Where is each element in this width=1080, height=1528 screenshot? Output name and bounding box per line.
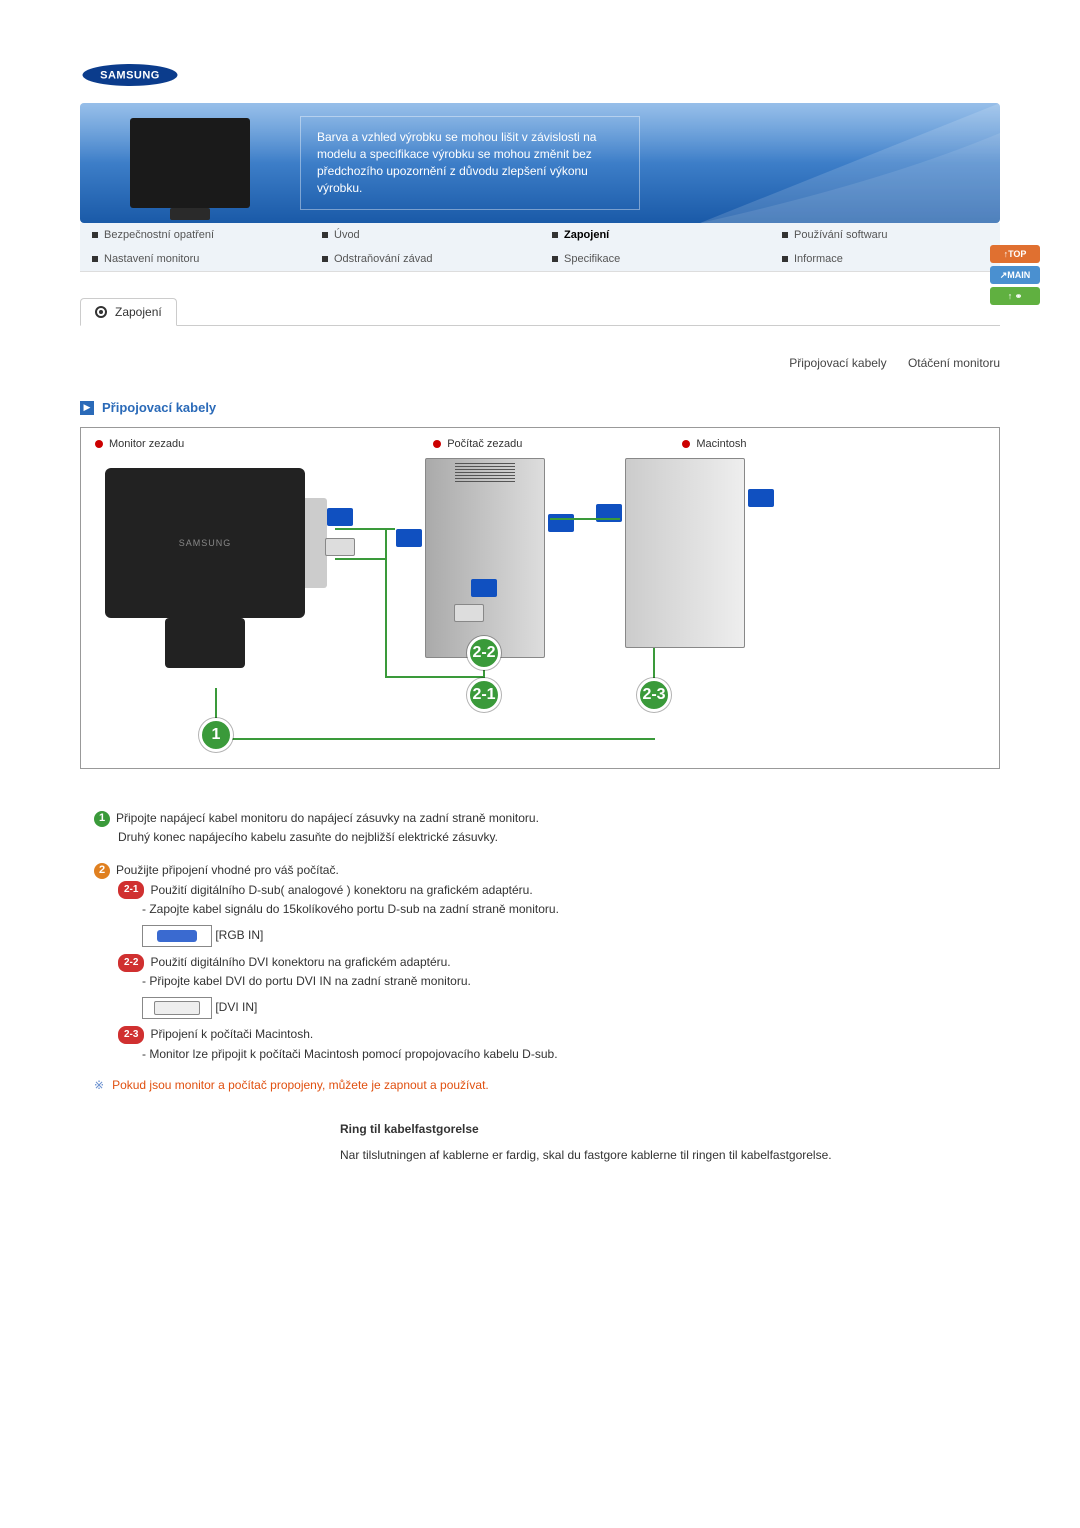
- dvi-port-icon: [142, 997, 212, 1019]
- pc-rear-image: [425, 458, 545, 658]
- section-tab: Zapojení: [80, 298, 177, 326]
- nav-connection[interactable]: Zapojení: [540, 223, 770, 247]
- cables-heading: Připojovací kabely: [102, 400, 216, 415]
- nav-label: Úvod: [334, 229, 360, 241]
- nav-label: Odstraňování závad: [334, 253, 432, 265]
- ring-text: Nar tilslutningen af kablerne er fardig,…: [340, 1146, 1000, 1165]
- nav-intro[interactable]: Úvod: [310, 223, 540, 247]
- instruction-1: 1Připojte napájecí kabel monitoru do nap…: [94, 809, 1000, 847]
- svg-text:SAMSUNG: SAMSUNG: [100, 70, 160, 82]
- step-1-marker: 1: [199, 718, 233, 752]
- instructions-list: 1Připojte napájecí kabel monitoru do nap…: [94, 809, 1000, 1064]
- ring-heading: Ring til kabelfastgorelse: [340, 1122, 1000, 1136]
- side-nav-buttons: ↑ TOP ↗ MAIN ↑ ⚭: [990, 245, 1040, 305]
- sub-nav-links: Připojovací kabely Otáčení monitoru: [80, 356, 1000, 370]
- nav-label: Informace: [794, 253, 843, 265]
- top-button[interactable]: ↑ TOP: [990, 245, 1040, 263]
- nav-software[interactable]: Používání softwaru: [770, 223, 1000, 247]
- badge-21: 2-1: [118, 881, 144, 899]
- nav-label: Bezpečnostní opatření: [104, 229, 214, 241]
- label-pc: Počítač zezadu: [433, 438, 682, 450]
- product-banner: Barva a vzhled výrobku se mohou lišit v …: [80, 103, 1000, 223]
- main-nav: Bezpečnostní opatření Úvod Zapojení Použ…: [80, 223, 1000, 272]
- sublink-cables[interactable]: Připojovací kabely: [789, 356, 886, 370]
- instruction-2: 2Použijte připojení vhodné pro váš počít…: [94, 861, 1000, 1063]
- step-21-marker: 2-1: [467, 678, 501, 712]
- nav-settings[interactable]: Nastavení monitoru: [80, 247, 310, 271]
- dvi-in-label: [DVI IN]: [215, 1000, 257, 1014]
- badge-22: 2-2: [118, 954, 144, 972]
- step-23-marker: 2-3: [637, 678, 671, 712]
- label-mac: Macintosh: [682, 438, 985, 450]
- nav-troubleshoot[interactable]: Odstraňování závad: [310, 247, 540, 271]
- nav-label: Specifikace: [564, 253, 620, 265]
- mac-rear-image: [625, 458, 745, 648]
- note-mark-icon: ※: [94, 1078, 104, 1092]
- nav-specs[interactable]: Specifikace: [540, 247, 770, 271]
- nav-label: Zapojení: [564, 229, 609, 241]
- nav-safety[interactable]: Bezpečnostní opatření: [80, 223, 310, 247]
- nav-info[interactable]: Informace: [770, 247, 1000, 271]
- step-22-marker: 2-2: [467, 636, 501, 670]
- link-button[interactable]: ↑ ⚭: [990, 287, 1040, 305]
- connection-diagram: Monitor zezadu Počítač zezadu Macintosh: [80, 427, 1000, 769]
- ring-section: Ring til kabelfastgorelse Nar tilslutnin…: [340, 1122, 1000, 1165]
- arrow-icon: ▶: [80, 401, 94, 415]
- monitor-rear-image: [105, 468, 305, 618]
- nav-label: Nastavení monitoru: [104, 253, 199, 265]
- badge-1: 1: [94, 811, 110, 827]
- rgb-port-icon: [142, 925, 212, 947]
- main-button[interactable]: ↗ MAIN: [990, 266, 1040, 284]
- banner-monitor-image: [110, 113, 270, 213]
- badge-2: 2: [94, 863, 110, 879]
- banner-notice-text: Barva a vzhled výrobku se mohou lišit v …: [300, 116, 640, 209]
- nav-label: Používání softwaru: [794, 229, 888, 241]
- sublink-rotation[interactable]: Otáčení monitoru: [908, 356, 1000, 370]
- rgb-in-label: [RGB IN]: [215, 928, 263, 942]
- brand-logo: SAMSUNG: [80, 60, 1000, 93]
- badge-23: 2-3: [118, 1026, 144, 1044]
- note-text: ※Pokud jsou monitor a počítač propojeny,…: [94, 1078, 1000, 1092]
- section-title: Zapojení: [115, 305, 162, 319]
- section-icon: [95, 306, 107, 318]
- label-monitor: Monitor zezadu: [95, 438, 433, 450]
